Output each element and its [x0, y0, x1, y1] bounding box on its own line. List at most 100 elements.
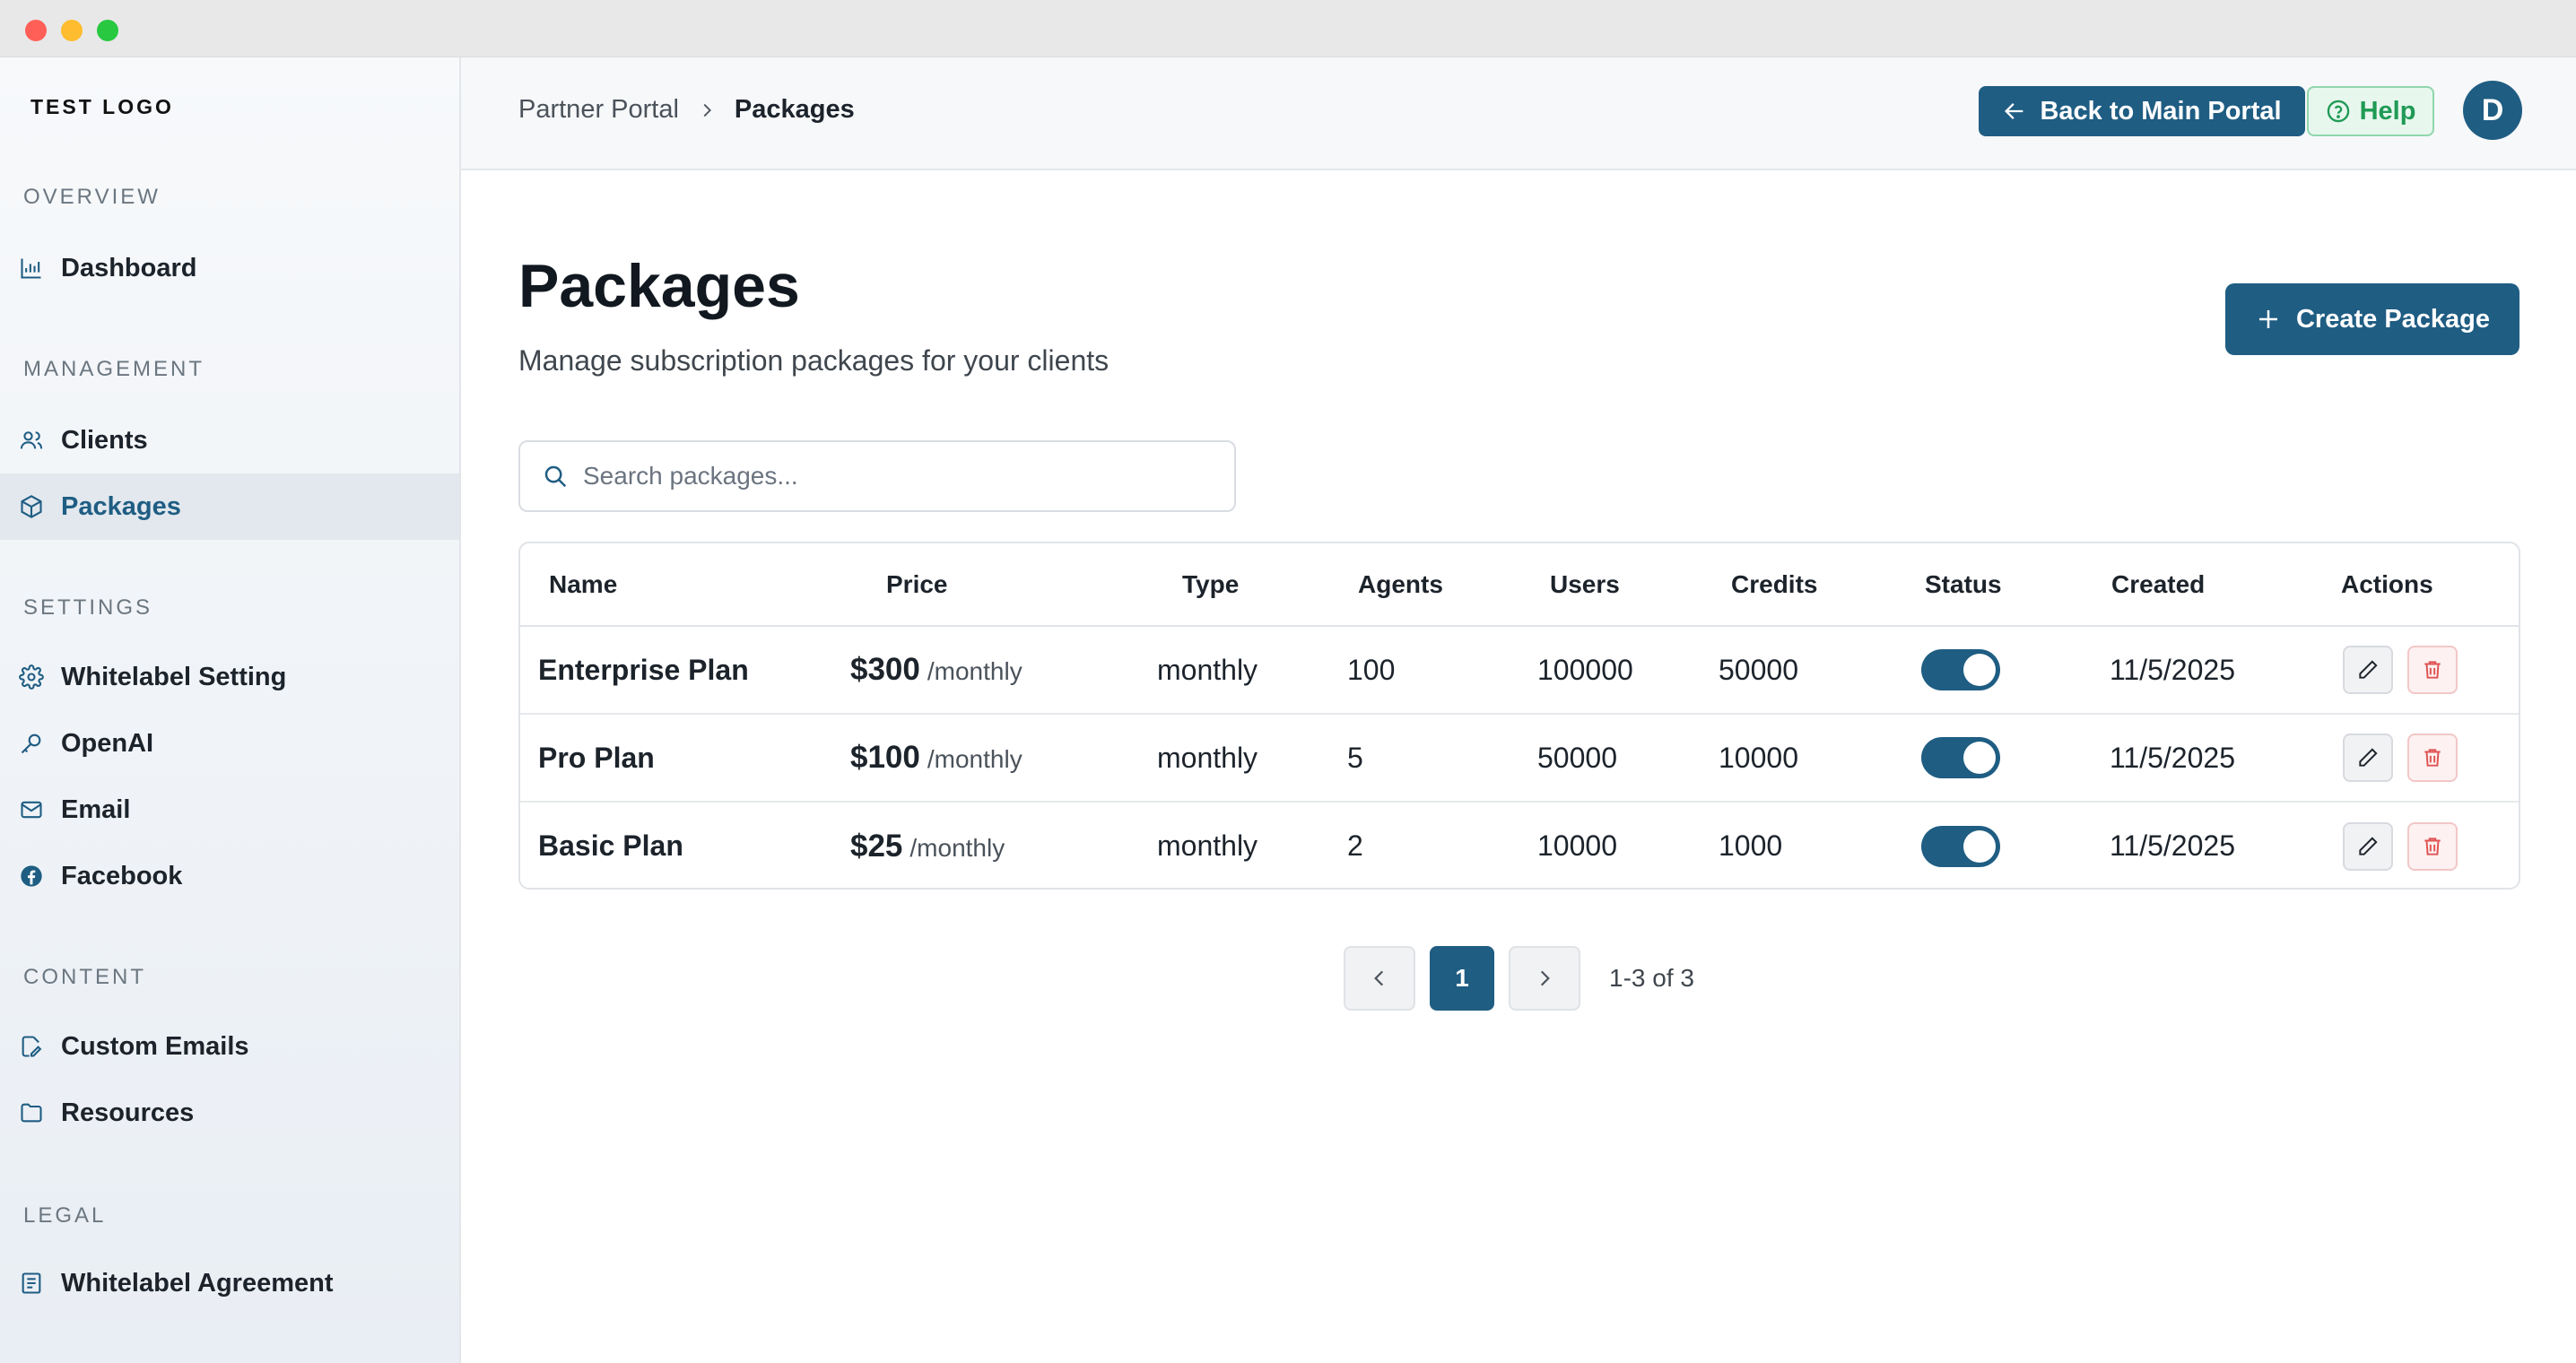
- delete-button[interactable]: [2407, 821, 2458, 871]
- breadcrumb-current: Packages: [734, 95, 855, 124]
- package-status: [1912, 626, 2092, 715]
- column-header-status: Status: [1912, 543, 2092, 627]
- search-input[interactable]: [583, 462, 1211, 491]
- help-button-label: Help: [2359, 96, 2416, 126]
- sidebar-item-facebook[interactable]: Facebook: [0, 843, 459, 909]
- package-type: monthly: [1157, 714, 1347, 803]
- package-created: 11/5/2025: [2092, 714, 2316, 803]
- package-name: Basic Plan: [538, 829, 683, 862]
- package-credits: 1000: [1719, 829, 1783, 862]
- package-actions: [2316, 626, 2519, 715]
- column-header-created: Created: [2092, 543, 2316, 627]
- maximize-window-button[interactable]: [97, 20, 118, 41]
- price-amount: $300: [850, 652, 920, 687]
- price-period: /monthly: [909, 833, 1005, 862]
- status-toggle[interactable]: [1921, 737, 2000, 778]
- package-agents: 5: [1347, 714, 1537, 803]
- delete-button[interactable]: [2407, 646, 2458, 694]
- edit-button[interactable]: [2343, 734, 2393, 782]
- package-price: $300/monthly: [850, 626, 1157, 715]
- logo: TEST LOGO: [30, 95, 174, 118]
- edit-button[interactable]: [2343, 646, 2393, 694]
- search-box: [518, 440, 1236, 512]
- status-toggle[interactable]: [1921, 649, 2000, 690]
- top-header: Partner Portal Packages Back to Main Por…: [461, 57, 2576, 170]
- edit-button[interactable]: [2343, 821, 2393, 871]
- package-type: monthly: [1157, 829, 1258, 862]
- section-title-management: MANAGEMENT: [23, 357, 205, 381]
- column-header-name: Name: [520, 543, 850, 627]
- help-circle-icon: [2327, 100, 2349, 123]
- status-toggle[interactable]: [1921, 825, 2000, 867]
- column-header-price: Price: [850, 543, 1157, 627]
- sidebar-item-dashboard[interactable]: Dashboard: [0, 235, 459, 301]
- sidebar-item-label: Clients: [61, 425, 148, 455]
- column-header-type: Type: [1157, 543, 1347, 627]
- package-name: Pro Plan: [520, 714, 850, 803]
- sidebar-item-label: Whitelabel Setting: [61, 662, 287, 691]
- package-icon: [18, 493, 45, 520]
- trash-icon: [2424, 837, 2441, 855]
- package-agents: 2: [1347, 829, 1363, 862]
- table-row: Enterprise Plan $300/monthly monthly 100…: [520, 626, 2519, 715]
- search-icon: [544, 465, 567, 488]
- delete-button[interactable]: [2407, 734, 2458, 782]
- package-created: 11/5/2025: [2110, 829, 2235, 862]
- column-header-actions: Actions: [2316, 543, 2519, 627]
- sidebar-item-label: Resources: [61, 1098, 195, 1127]
- sidebar-item-resources[interactable]: Resources: [0, 1080, 459, 1146]
- facebook-icon: [18, 863, 45, 890]
- back-button-label: Back to Main Portal: [2040, 96, 2282, 126]
- create-package-button[interactable]: Create Package: [2225, 283, 2519, 355]
- package-users: 10000: [1537, 829, 1617, 862]
- column-header-credits: Credits: [1719, 543, 1912, 627]
- package-actions: [2316, 802, 2519, 888]
- trash-icon: [2424, 661, 2441, 679]
- page-number-button[interactable]: 1: [1430, 946, 1494, 1011]
- package-credits: 10000: [1719, 714, 1912, 803]
- close-window-button[interactable]: [25, 20, 47, 41]
- sidebar-item-label: OpenAI: [61, 728, 154, 758]
- breadcrumb-link-partner-portal[interactable]: Partner Portal: [518, 95, 679, 124]
- minimize-window-button[interactable]: [61, 20, 83, 41]
- sidebar-item-openai[interactable]: OpenAI: [0, 710, 459, 777]
- help-button[interactable]: Help: [2307, 86, 2434, 136]
- package-agents: 100: [1347, 626, 1537, 715]
- section-title-settings: SETTINGS: [23, 595, 153, 620]
- breadcrumb: Partner Portal Packages: [518, 95, 855, 125]
- page-title: Packages: [518, 252, 800, 320]
- sidebar-item-clients[interactable]: Clients: [0, 407, 459, 473]
- packages-table: Name Price Type Agents Users Credits Sta…: [518, 542, 2520, 890]
- sidebar-item-email[interactable]: Email: [0, 777, 459, 843]
- pencil-icon: [2359, 836, 2378, 855]
- bar-chart-icon: [18, 255, 45, 282]
- package-status: [1912, 802, 2092, 888]
- avatar[interactable]: D: [2463, 81, 2522, 140]
- next-page-button[interactable]: [1509, 946, 1580, 1011]
- package-created: 11/5/2025: [2092, 626, 2316, 715]
- sidebar-item-whitelabel-setting[interactable]: Whitelabel Setting: [0, 644, 459, 710]
- pagination-info: 1-3 of 3: [1609, 964, 1694, 992]
- key-icon: [18, 730, 45, 757]
- arrow-left-icon: [2005, 103, 2023, 119]
- window-titlebar: [0, 0, 2576, 57]
- package-users: 100000: [1537, 626, 1719, 715]
- sidebar-item-whitelabel-agreement[interactable]: Whitelabel Agreement: [0, 1250, 459, 1316]
- pencil-icon: [2359, 748, 2378, 767]
- page-subtitle: Manage subscription packages for your cl…: [518, 344, 1110, 377]
- chevron-right-icon: [1540, 970, 1550, 986]
- price-amount: $100: [850, 740, 920, 775]
- package-status: [1912, 714, 2092, 803]
- package-price: $25/monthly: [850, 802, 1157, 888]
- previous-page-button[interactable]: [1344, 946, 1415, 1011]
- sidebar-item-label: Dashboard: [61, 253, 197, 282]
- folder-icon: [18, 1099, 45, 1126]
- sidebar-item-label: Whitelabel Agreement: [61, 1268, 334, 1298]
- sidebar-item-packages[interactable]: Packages: [0, 473, 459, 540]
- package-credits: 50000: [1719, 626, 1912, 715]
- back-to-main-portal-button[interactable]: Back to Main Portal: [1979, 86, 2305, 136]
- sidebar-item-custom-emails[interactable]: Custom Emails: [0, 1013, 459, 1080]
- users-icon: [18, 427, 45, 454]
- sidebar-item-label: Facebook: [61, 861, 183, 890]
- pencil-icon: [2359, 660, 2378, 679]
